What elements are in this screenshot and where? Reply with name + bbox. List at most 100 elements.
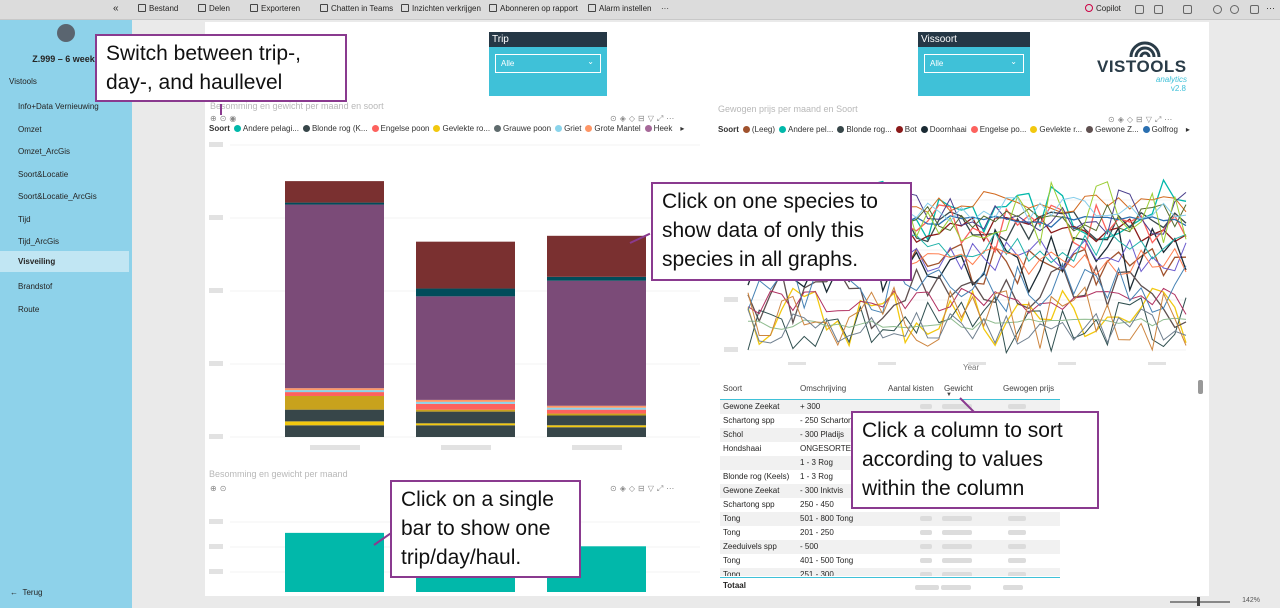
table-row[interactable]: Tong 501 - 800 Tong <box>720 512 1060 526</box>
stacked-legend-item[interactable]: Gevlekte ro... <box>433 124 490 133</box>
sidebar-item-omzet-arcgis[interactable]: Omzet_ArcGis <box>18 147 71 156</box>
line-legend-item[interactable]: Engelse po... <box>970 125 1026 134</box>
refresh-icon[interactable] <box>1213 5 1222 14</box>
visual-header-icons-2[interactable]: ⊙◈◇⊟▽⤢⋯ <box>610 484 678 493</box>
sidebar-item-brandstof[interactable]: Brandstof <box>18 282 53 291</box>
comment-icon[interactable] <box>1230 5 1239 14</box>
sidebar-item-tijd-arcgis[interactable]: Tijd_ArcGis <box>18 237 60 246</box>
bar-segment[interactable] <box>285 409 384 422</box>
sidebar-item-tijd[interactable]: Tijd <box>18 215 31 224</box>
sidebar-item-soort-locatie[interactable]: Soort&Locatie <box>18 170 69 179</box>
bar-segment[interactable] <box>547 425 646 428</box>
line-legend-item[interactable]: Doornhaai <box>920 125 967 134</box>
table-row[interactable]: Tong 201 - 250 <box>720 526 1060 540</box>
sidebar-item-soort-locatie-arcgis[interactable]: Soort&Locatie_ArcGis <box>18 192 97 201</box>
col-header-omschrijving[interactable]: Omschrijving <box>800 384 847 393</box>
subscribe-button[interactable]: Abonneren op rapport <box>489 4 578 13</box>
more-options-button[interactable]: ··· <box>661 4 669 13</box>
sidebar-item-route[interactable]: Route <box>18 305 40 314</box>
table-row[interactable]: Tong 251 - 300 <box>720 568 1060 576</box>
table-scrollbar[interactable] <box>1198 380 1203 394</box>
bar-segment[interactable] <box>416 411 515 424</box>
bar-segment[interactable] <box>416 296 515 400</box>
col-header-aantal-kisten[interactable]: Aantal kisten <box>888 384 934 393</box>
col-header-soort[interactable]: Soort <box>723 384 743 393</box>
section-vistools[interactable]: Vistools <box>9 77 37 86</box>
export-menu[interactable]: Exporteren <box>250 4 300 13</box>
bar-segment[interactable] <box>285 390 384 393</box>
stacked-legend-item[interactable]: Grote Mantel <box>585 124 641 133</box>
stacked-legend-item[interactable]: Griet <box>555 124 581 133</box>
line-legend-item[interactable]: Blonde rog... <box>837 125 892 134</box>
bar-segment[interactable] <box>416 409 515 412</box>
line-series[interactable] <box>747 264 1187 330</box>
bar-segment[interactable] <box>547 427 646 437</box>
bar-segment[interactable] <box>416 399 515 402</box>
line-legend-item[interactable]: Gevlekte r... <box>1030 125 1082 134</box>
bar-segment[interactable] <box>416 423 515 426</box>
bar-segment[interactable] <box>547 413 646 416</box>
view-icon[interactable] <box>1183 5 1192 14</box>
bar-segment[interactable] <box>547 405 646 408</box>
table-row[interactable]: Tong 401 - 500 Tong <box>720 554 1060 568</box>
bookmark-icon[interactable] <box>1154 5 1163 14</box>
sidebar-item-visveiling[interactable]: Visveiling <box>0 251 129 272</box>
legend-next-icon[interactable]: ▸ <box>1185 125 1190 134</box>
bar-segment[interactable] <box>547 409 646 414</box>
more-icon[interactable]: ··· <box>1266 3 1275 13</box>
table-row[interactable]: Gewone Zeekat + 300 <box>720 400 1060 414</box>
bar-segment[interactable] <box>285 181 384 203</box>
col-header-gewicht[interactable]: Gewicht <box>944 384 973 393</box>
line-legend-item[interactable]: Golfrog <box>1142 125 1178 134</box>
bar-segment[interactable] <box>547 276 646 281</box>
stacked-legend-item[interactable]: Heek <box>644 124 672 133</box>
bar-segment[interactable] <box>547 280 646 406</box>
line-series[interactable] <box>748 317 1187 330</box>
col-header-gewogen-prijs[interactable]: Gewogen prijs <box>1003 384 1055 393</box>
visual-header-icons-3[interactable]: ⊙◈◇⊟▽⤢⋯ <box>1108 115 1176 124</box>
total-bar[interactable] <box>285 532 384 592</box>
stacked-legend-item[interactable]: Andere pelagi... <box>233 124 299 133</box>
bar-segment[interactable] <box>285 395 384 410</box>
bar-segment[interactable] <box>416 425 515 437</box>
line-legend-item[interactable]: Gewone Z... <box>1086 125 1139 134</box>
bar-segment[interactable] <box>285 425 384 437</box>
bar-segment[interactable] <box>285 392 384 396</box>
bar-segment[interactable] <box>285 421 384 426</box>
vissoort-dropdown[interactable]: Alle ⌄ <box>924 54 1024 73</box>
back-button[interactable]: ← Terug <box>10 588 42 597</box>
stacked-legend-item[interactable]: Engelse poon <box>371 124 429 133</box>
insights-button[interactable]: Inzichten verkrijgen <box>401 4 481 13</box>
legend-next-icon[interactable]: ▸ <box>680 124 685 133</box>
collapse-sidebar-icon[interactable]: « <box>113 3 119 14</box>
bar-segment[interactable] <box>547 415 646 426</box>
visual-header-icons[interactable]: ⊙◈◇⊟▽⤢⋯ <box>610 114 678 123</box>
line-series[interactable] <box>747 308 1187 345</box>
trip-dropdown[interactable]: Alle ⌄ <box>495 54 601 73</box>
teams-chat-button[interactable]: Chatten in Teams <box>320 4 393 13</box>
line-legend-item[interactable]: Bot <box>895 125 917 134</box>
bar-segment[interactable] <box>547 407 646 410</box>
line-series[interactable] <box>747 286 1187 352</box>
stacked-bar-chart[interactable] <box>205 134 700 454</box>
bar-segment[interactable] <box>416 403 515 410</box>
alarm-button[interactable]: Alarm instellen <box>588 4 651 13</box>
undo-icon[interactable] <box>1135 5 1144 14</box>
bar-segment[interactable] <box>285 204 384 389</box>
line-legend-item[interactable]: (Leeg) <box>742 125 775 134</box>
line-legend-item[interactable]: Andere pel... <box>779 125 833 134</box>
stacked-legend-item[interactable]: Grauwe poon <box>494 124 551 133</box>
line-series[interactable] <box>747 287 1187 348</box>
stacked-legend-item[interactable]: Blonde rog (K... <box>302 124 368 133</box>
bar-segment[interactable] <box>285 202 384 205</box>
bar-segment[interactable] <box>416 401 515 404</box>
sidebar-item-omzet[interactable]: Omzet <box>18 125 42 134</box>
sidebar-item-info[interactable]: Info+Data Vernieuwing <box>18 102 99 111</box>
bar-segment[interactable] <box>547 235 646 277</box>
zoom-knob[interactable] <box>1197 597 1200 606</box>
drill-icons[interactable]: ⊕⊙◉ <box>210 114 240 123</box>
line-series[interactable] <box>747 287 1187 315</box>
bar-segment[interactable] <box>285 388 384 391</box>
bar-segment[interactable] <box>416 241 515 289</box>
star-icon[interactable] <box>1250 5 1259 14</box>
